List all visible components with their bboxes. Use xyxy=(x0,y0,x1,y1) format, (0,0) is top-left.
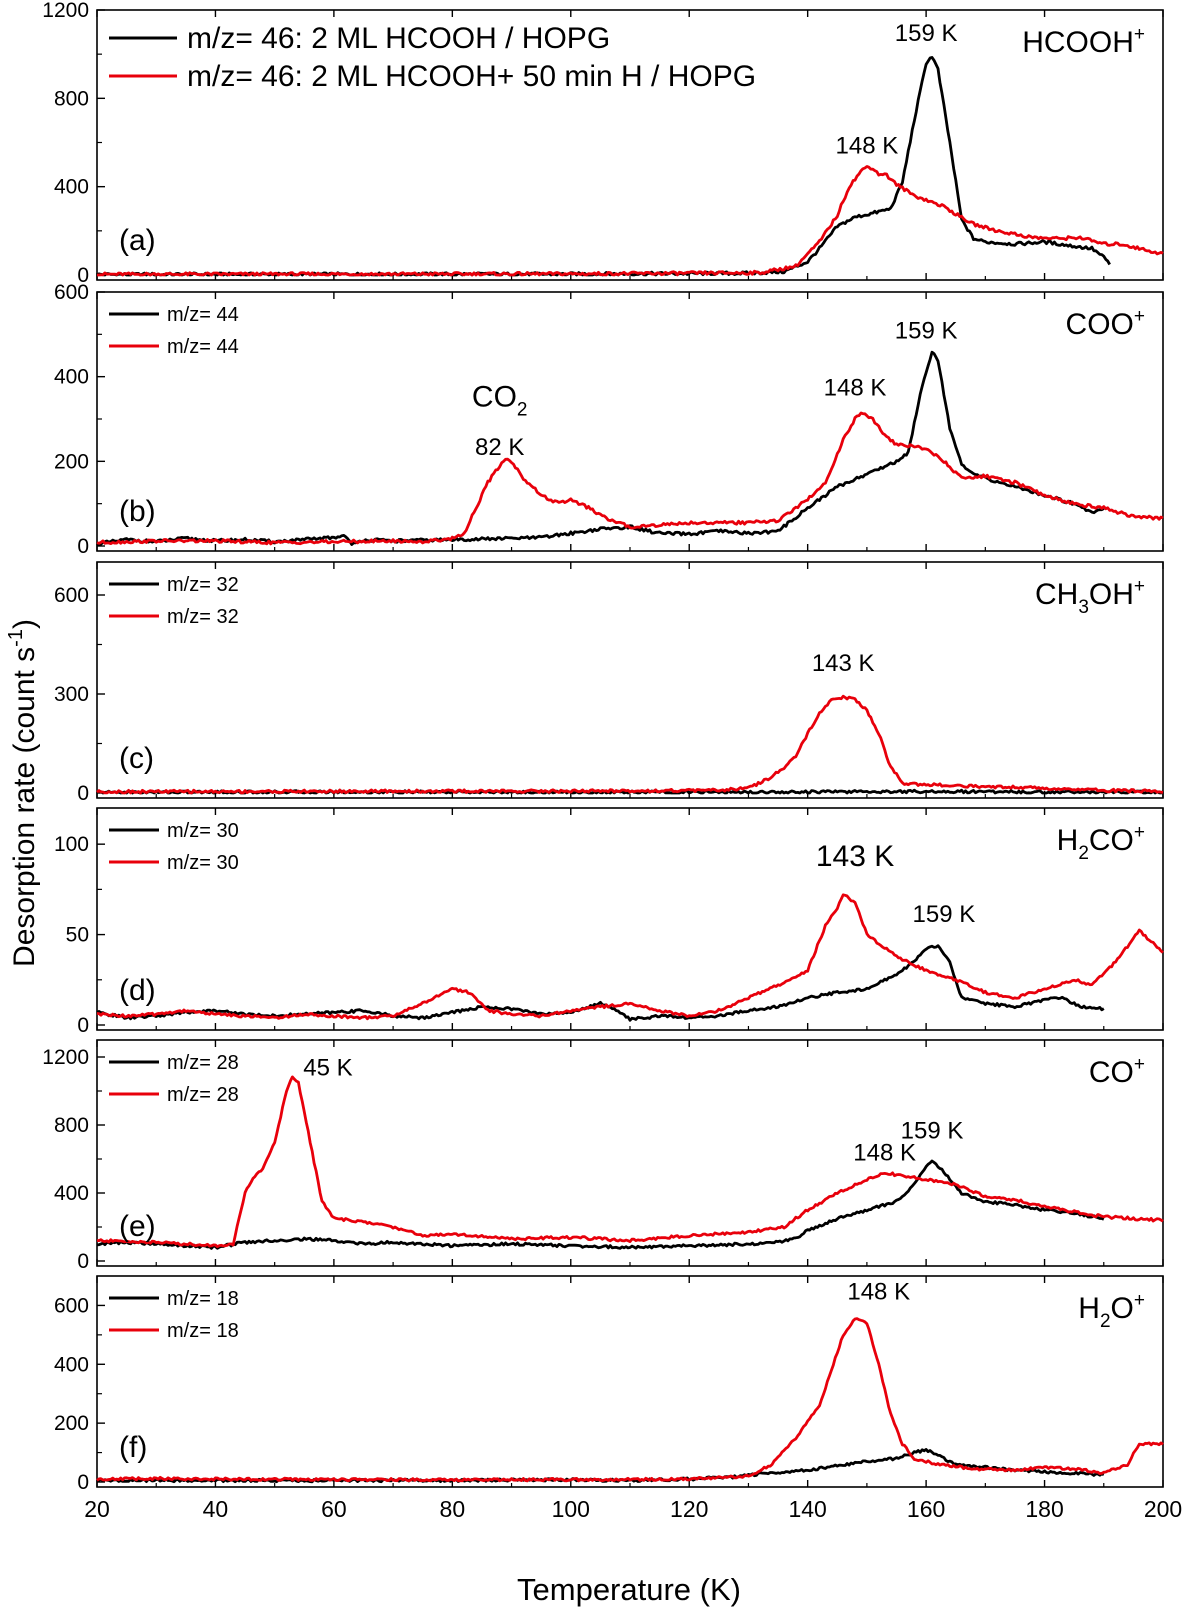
series-line-black xyxy=(96,1159,1105,1250)
y-tick-label: 400 xyxy=(54,176,89,199)
x-axis: 20 40 60 80 100 120 140 160 180 200 xyxy=(84,1496,1182,1522)
species-label: HCOOH+ xyxy=(1022,24,1145,59)
species-label: H2CO+ xyxy=(1057,822,1145,864)
species-label: H2O+ xyxy=(1078,1290,1145,1332)
x-tick-label: 180 xyxy=(1025,1496,1063,1522)
y-tick-label: 800 xyxy=(54,1114,89,1137)
panels: 0 400 800 1200 m/z= 46: 2 ML HCOOH / HOPG m/z… xyxy=(42,0,1164,1494)
y-tick-label: 400 xyxy=(54,1353,89,1376)
peak-annotation: 143 K xyxy=(816,840,894,873)
peak-annotation: 82 K xyxy=(475,434,524,461)
x-tick-label: 60 xyxy=(321,1496,347,1522)
y-tick-label: 200 xyxy=(54,1412,89,1435)
peak-annotation: 148 K xyxy=(847,1279,910,1306)
panel-letter: (d) xyxy=(119,974,156,1007)
peak-annotation: 148 K xyxy=(824,375,887,402)
y-tick-label: 0 xyxy=(77,1250,89,1273)
legend-entry: m/z= 44 xyxy=(167,336,239,358)
x-tick-label: 120 xyxy=(670,1496,708,1522)
panel-e: 0 400 800 1200 m/z= 28 m/z= 28 CO+ (e) 45 K 159 K… xyxy=(42,1039,1164,1273)
y-tick-label: 0 xyxy=(77,1014,89,1037)
y-tick-label: 400 xyxy=(54,366,89,389)
series-line-red xyxy=(96,1075,1164,1249)
peak-annotation: 159 K xyxy=(895,20,958,47)
plot-frame xyxy=(96,1275,1164,1488)
y-tick-label: 200 xyxy=(54,450,89,473)
series-line-red xyxy=(96,893,1164,1021)
y-tick-label: 100 xyxy=(54,833,89,856)
y-tick-label: 600 xyxy=(54,584,89,607)
legend-entry: m/z= 32 xyxy=(167,574,239,596)
legend-entry: m/z= 44 xyxy=(167,304,239,326)
y-tick-label: 0 xyxy=(77,782,89,805)
panel-letter: (f) xyxy=(119,1431,147,1464)
legend-entry: m/z= 46: 2 ML HCOOH+ 50 min H / HOPG xyxy=(187,60,756,93)
x-tick-label: 40 xyxy=(203,1496,229,1522)
series-line-black xyxy=(96,944,1105,1022)
y-tick-label: 0 xyxy=(77,535,89,558)
y-tick-label: 1200 xyxy=(42,1046,89,1069)
y-tick-label: 600 xyxy=(54,1294,89,1317)
panel-a: 0 400 800 1200 m/z= 46: 2 ML HCOOH / HOPG m/z… xyxy=(42,0,1164,287)
series-line-red xyxy=(96,1317,1164,1483)
panel-letter: (a) xyxy=(119,224,156,257)
y-tick-label: 0 xyxy=(77,264,89,287)
legend-entry: m/z= 18 xyxy=(167,1320,239,1342)
series-line-black xyxy=(95,350,1105,547)
legend-entry: m/z= 30 xyxy=(167,820,239,842)
y-axis-label: Desorption rate (count s-1) xyxy=(5,619,41,967)
species-label: CH3OH+ xyxy=(1035,576,1145,618)
y-tick-label: 800 xyxy=(54,87,89,110)
peak-annotation: 159 K xyxy=(901,1118,964,1145)
series-line-red xyxy=(97,165,1164,277)
peak-annotation: 148 K xyxy=(853,1140,916,1167)
legend-entry: m/z= 32 xyxy=(167,606,239,628)
y-tick-label: 300 xyxy=(54,683,89,706)
x-tick-label: 80 xyxy=(440,1496,466,1522)
species-label: CO+ xyxy=(1089,1054,1145,1089)
x-tick-label: 160 xyxy=(907,1496,945,1522)
legend-entry: m/z= 28 xyxy=(167,1084,239,1106)
panel-f: 0 200 400 600 m/z= 18 m/z= 18 H2O+ (f) 148 K xyxy=(54,1275,1164,1494)
legend-entry: m/z= 46: 2 ML HCOOH / HOPG xyxy=(187,22,610,55)
series-line-red xyxy=(96,694,1164,795)
peak-annotation: 159 K xyxy=(913,901,976,928)
peak-annotation: 143 K xyxy=(812,650,875,677)
x-axis-label: Temperature (K) xyxy=(517,1572,741,1607)
panel-letter: (e) xyxy=(119,1210,156,1243)
series-line-red xyxy=(96,411,1164,546)
legend-entry: m/z= 18 xyxy=(167,1288,239,1310)
panel-c: 0 300 600 m/z= 32 m/z= 32 CH3OH+ (c) 143 K xyxy=(54,561,1164,805)
co2-label: CO2 xyxy=(472,380,528,420)
y-tick-label: 400 xyxy=(54,1182,89,1205)
x-tick-label: 20 xyxy=(84,1496,110,1522)
peak-annotation: 148 K xyxy=(836,133,899,160)
x-tick-label: 200 xyxy=(1144,1496,1182,1522)
species-label: COO+ xyxy=(1066,306,1145,341)
legend-entry: m/z= 30 xyxy=(167,852,239,874)
panel-letter: (c) xyxy=(119,742,154,775)
legend-entry: m/z= 28 xyxy=(167,1052,239,1074)
plot-frame xyxy=(96,1039,1164,1267)
panel-b: 0 200 400 600 m/z= 44 m/z= 44 COO+ (b) 159 K 148 … xyxy=(54,281,1164,558)
y-tick-label: 1200 xyxy=(42,0,89,22)
plot-frame xyxy=(96,291,1164,552)
y-tick-label: 600 xyxy=(54,281,89,304)
peak-annotation: 45 K xyxy=(303,1055,352,1082)
panel-letter: (b) xyxy=(119,495,156,528)
peak-annotation: 159 K xyxy=(895,318,958,345)
y-tick-label: 0 xyxy=(77,1471,89,1494)
plot-frame xyxy=(96,561,1164,799)
y-tick-label: 50 xyxy=(66,924,89,947)
panel-d: 0 50 100 m/z= 30 m/z= 30 H2CO+ (d) 143 K 159 K xyxy=(54,807,1164,1037)
x-tick-label: 100 xyxy=(552,1496,590,1522)
x-tick-label: 140 xyxy=(788,1496,826,1522)
